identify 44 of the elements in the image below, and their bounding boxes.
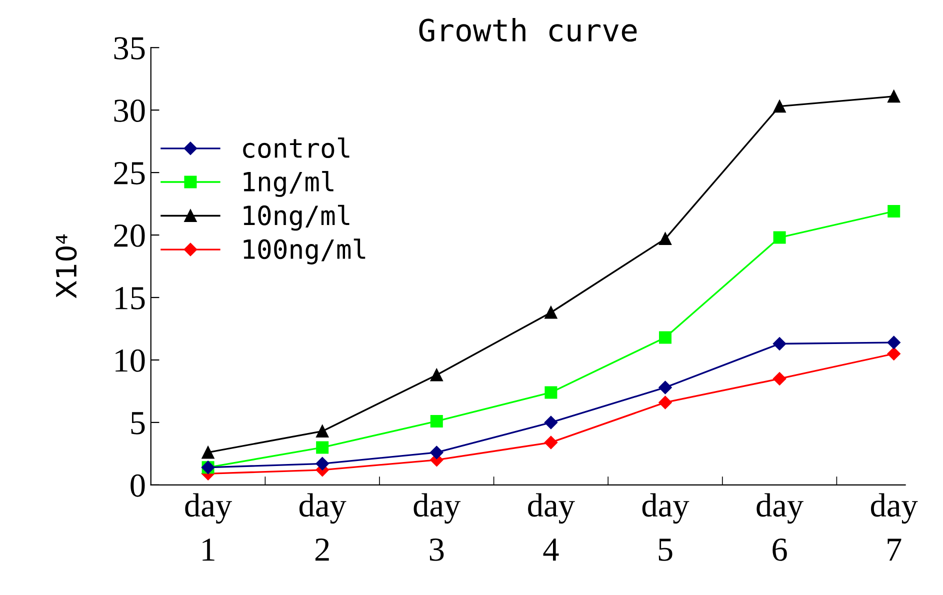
point <box>888 90 900 103</box>
y-tick-label: 5 <box>131 412 145 434</box>
x-tick-label: day 6 <box>756 493 804 561</box>
legend-label: control <box>243 137 350 158</box>
y-tick-label: 0 <box>130 474 145 497</box>
point <box>544 436 558 450</box>
point <box>658 232 672 246</box>
y-tick-label: 30 <box>114 99 145 122</box>
point <box>430 368 443 382</box>
y-tick-label: 35 <box>114 37 145 60</box>
y-axis-title: X10⁴ <box>56 234 77 298</box>
x-tick-label: day 1 <box>185 493 232 561</box>
point <box>544 386 558 399</box>
point <box>544 416 558 430</box>
x-tick-label: day 2 <box>299 493 346 561</box>
point <box>887 347 900 360</box>
x-tick-label: day 7 <box>870 493 918 561</box>
x-tick-label: day 3 <box>414 493 461 561</box>
point <box>772 337 786 350</box>
point <box>202 446 214 459</box>
point <box>888 205 900 218</box>
point <box>316 424 329 438</box>
chart-title: Growth curve <box>419 18 637 42</box>
point <box>658 331 672 344</box>
point <box>772 372 786 386</box>
point <box>773 231 786 244</box>
y-tick-label: 15 <box>116 287 145 310</box>
point <box>658 380 672 394</box>
x-tick-label: day 5 <box>642 493 690 561</box>
y-tick-label: 20 <box>114 224 145 247</box>
point <box>773 100 786 113</box>
point <box>544 306 558 319</box>
legend-label: 100ng/ml <box>244 238 366 264</box>
point <box>316 457 329 470</box>
point <box>887 336 900 350</box>
legend-label: 1ng/ml <box>244 171 334 197</box>
x-tick-label: day 4 <box>528 493 575 561</box>
point <box>430 446 444 460</box>
point <box>316 441 329 454</box>
point <box>658 396 672 410</box>
legend-label: 10ng/ml <box>244 204 350 231</box>
y-tick-label: 25 <box>114 162 145 184</box>
point <box>430 414 443 428</box>
y-tick-label: 10 <box>116 349 145 372</box>
